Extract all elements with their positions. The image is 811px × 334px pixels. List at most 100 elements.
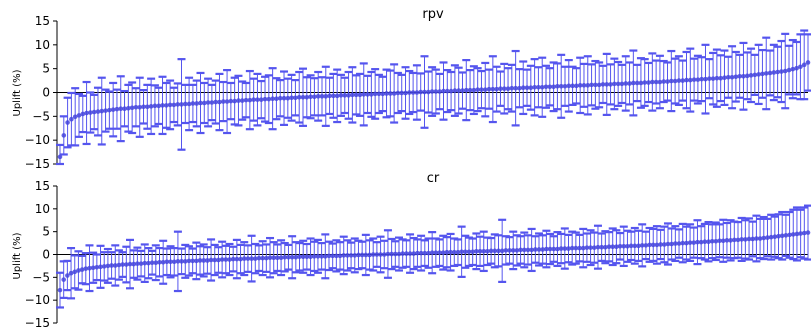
rpv-point-42 (211, 79, 220, 125)
cr-point-175 (697, 225, 706, 260)
cr-marker (367, 252, 372, 258)
rpv-marker (365, 92, 370, 97)
rpv-point-54 (257, 79, 266, 120)
rpv-point-50 (242, 81, 251, 119)
cr-point-41 (203, 246, 212, 275)
rpv-point-64 (295, 70, 304, 124)
cr-point-69 (306, 237, 315, 277)
rpv-marker (517, 85, 522, 91)
rpv-marker (627, 81, 632, 86)
cr-point-101 (424, 237, 433, 269)
cr-marker (271, 255, 277, 260)
rpv-point-58 (272, 77, 281, 121)
cr-point-80 (347, 241, 356, 270)
cr-marker (238, 256, 243, 262)
rpv-point-61 (283, 77, 292, 119)
cr-marker (496, 248, 501, 254)
rpv-marker (152, 103, 158, 109)
rpv-marker (604, 82, 610, 87)
cr-marker (112, 263, 118, 268)
rpv-point-130 (545, 67, 554, 107)
cr-marker (661, 242, 667, 247)
cr-marker (330, 253, 335, 259)
rpv-marker (498, 86, 503, 91)
cr-point-8 (81, 252, 90, 286)
rpv-marker (61, 133, 67, 138)
rpv-point-56 (264, 74, 273, 125)
rpv-point-28 (158, 75, 167, 136)
rpv-point-197 (800, 29, 809, 101)
cr-point-134 (546, 232, 555, 266)
rpv-point-163 (671, 57, 680, 105)
rpv-marker (528, 85, 534, 91)
cr-point-164 (656, 228, 665, 261)
rpv-marker (733, 74, 739, 80)
cr-marker (474, 249, 479, 254)
cr-marker (157, 259, 162, 265)
rpv-point-177 (724, 55, 733, 99)
cr-marker (334, 253, 339, 259)
cr-point-61 (277, 239, 286, 277)
rpv-point-175 (716, 54, 725, 103)
rpv-marker (570, 83, 575, 89)
rpv-point-10 (90, 93, 99, 131)
rpv-marker (194, 101, 199, 106)
rpv-point-134 (560, 65, 569, 107)
rpv-marker (562, 84, 568, 89)
rpv-marker (270, 96, 275, 101)
cr-marker (757, 236, 763, 241)
rpv-marker (615, 81, 621, 87)
rpv-point-52 (249, 77, 258, 122)
cr-panel: cr Uplift (%) 15 10 5 0 −5 −10 −15 (12, 171, 811, 330)
rpv-point-151 (625, 61, 634, 106)
rpv-marker (581, 83, 587, 88)
rpv-point-11 (93, 86, 102, 137)
rpv-point-101 (435, 72, 444, 111)
cr-point-115 (476, 235, 485, 268)
cr-marker (83, 266, 89, 271)
cr-point-32 (170, 247, 179, 277)
rpv-marker (156, 103, 162, 109)
cr-marker (94, 264, 100, 270)
rpv-marker (547, 84, 553, 90)
cr-marker (116, 262, 122, 268)
rpv-marker (274, 96, 279, 101)
cr-point-200 (789, 208, 798, 261)
cr-marker (429, 250, 435, 255)
rpv-marker (95, 109, 101, 114)
cr-point-144 (582, 232, 591, 263)
rpv-marker (669, 78, 674, 84)
rpv-point-122 (515, 68, 524, 109)
rpv-marker (205, 100, 211, 105)
cr-marker (356, 252, 361, 258)
cr-marker (680, 240, 686, 246)
cr-marker (610, 244, 616, 250)
rpv-marker (737, 73, 742, 79)
rpv-point-9 (86, 91, 95, 134)
rpv-point-171 (701, 43, 710, 115)
rpv-marker (513, 85, 518, 91)
cr-point-26 (148, 249, 157, 276)
rpv-marker (80, 111, 86, 117)
cr-marker (628, 243, 634, 249)
cr-marker (787, 232, 792, 238)
cr-marker (359, 252, 365, 258)
rpv-point-161 (663, 61, 672, 102)
cr-marker (208, 257, 214, 263)
cr-point-113 (468, 237, 477, 267)
cr-marker (179, 259, 184, 264)
rpv-point-119 (504, 67, 513, 111)
cr-marker (768, 234, 774, 240)
cr-point-167 (667, 227, 676, 261)
cr-marker (227, 257, 232, 262)
cr-marker (437, 250, 442, 255)
rpv-marker (805, 60, 811, 65)
cr-marker (426, 250, 431, 256)
cr-point-25 (144, 247, 153, 280)
cr-point-98 (413, 238, 422, 268)
rpv-y-tick-label: 5 (42, 62, 50, 76)
cr-point-109 (453, 238, 462, 267)
rpv-point-96 (416, 72, 425, 112)
cr-marker (68, 270, 74, 276)
cr-marker (779, 233, 785, 239)
